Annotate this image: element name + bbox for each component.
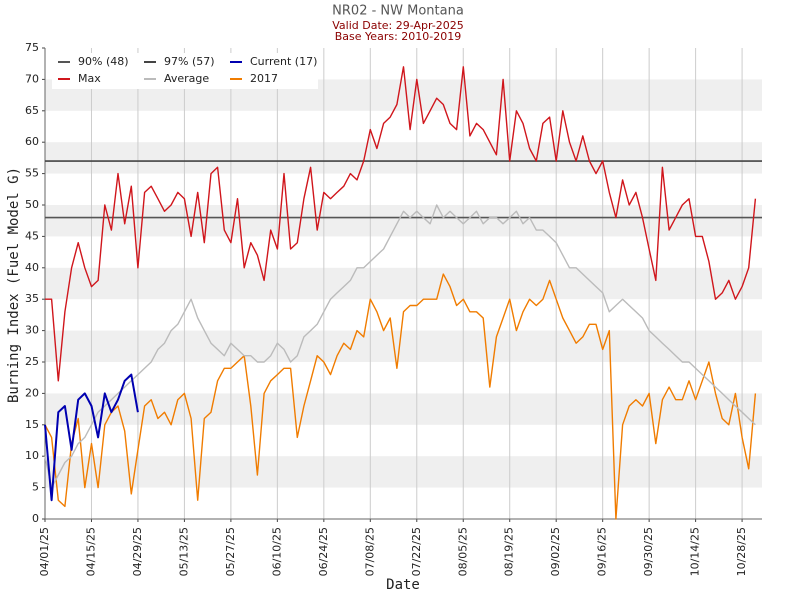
legend-label: Average xyxy=(164,72,209,85)
x-tick-label: 04/29/25 xyxy=(131,527,144,576)
x-tick-label: 04/01/25 xyxy=(38,527,51,576)
x-tick-label: 10/28/25 xyxy=(735,527,748,576)
x-tick-label: 09/16/25 xyxy=(596,527,609,576)
grid-band xyxy=(45,393,762,425)
x-tick-label: 07/08/25 xyxy=(363,527,376,576)
y-axis-label: Burning Index (Fuel Model G) xyxy=(6,167,22,403)
chart-subtitle: Valid Date: 29-Apr-2025 xyxy=(332,19,464,32)
y-tick-label: 75 xyxy=(25,41,39,54)
legend-label: 2017 xyxy=(250,72,278,85)
x-tick-label: 08/19/25 xyxy=(503,527,516,576)
series-line xyxy=(44,273,757,520)
y-tick-label: 45 xyxy=(25,229,39,242)
x-tick-label: 05/13/25 xyxy=(177,527,190,576)
legend-box xyxy=(52,53,318,89)
x-tick-label: 07/22/25 xyxy=(410,527,423,576)
series-line xyxy=(44,373,139,502)
y-tick-label: 70 xyxy=(25,72,39,85)
legend-label: Max xyxy=(78,72,101,85)
y-tick-label: 20 xyxy=(25,386,39,399)
x-tick-label: 04/15/25 xyxy=(84,527,97,576)
y-tick-label: 30 xyxy=(25,324,39,337)
y-tick-label: 55 xyxy=(25,167,39,180)
grid-band xyxy=(45,267,762,300)
y-tick-label: 15 xyxy=(25,418,39,431)
grid-band xyxy=(45,456,762,488)
series-line xyxy=(45,66,757,382)
y-tick-label: 25 xyxy=(25,355,39,368)
grid-band xyxy=(45,142,762,174)
x-tick-label: 09/02/25 xyxy=(549,527,562,576)
legend-label: 90% (48) xyxy=(78,55,129,68)
y-tick-label: 40 xyxy=(25,261,39,274)
x-tick-label: 10/14/25 xyxy=(689,527,702,576)
chart-subtitle: Base Years: 2010-2019 xyxy=(335,30,461,43)
y-tick-label: 60 xyxy=(25,135,39,148)
x-tick-label: 09/30/25 xyxy=(642,527,655,576)
legend-label: Current (17) xyxy=(250,55,317,68)
x-tick-label: 05/27/25 xyxy=(224,527,237,576)
series-line xyxy=(44,204,756,489)
y-tick-label: 0 xyxy=(32,512,39,525)
x-tick-label: 06/10/25 xyxy=(270,527,283,576)
y-tick-label: 50 xyxy=(25,198,39,211)
grid-band xyxy=(45,330,762,362)
x-tick-label: 08/05/25 xyxy=(456,527,469,576)
x-tick-label: 06/24/25 xyxy=(317,527,330,576)
y-tick-label: 65 xyxy=(25,104,39,117)
y-tick-label: 35 xyxy=(25,292,39,305)
y-tick-label: 10 xyxy=(25,449,39,462)
legend-label: 97% (57) xyxy=(164,55,215,68)
chart-title: NR02 - NW Montana xyxy=(332,4,464,19)
x-axis-label: Date xyxy=(386,577,420,593)
grid-band xyxy=(45,205,762,237)
y-tick-label: 5 xyxy=(32,481,39,494)
